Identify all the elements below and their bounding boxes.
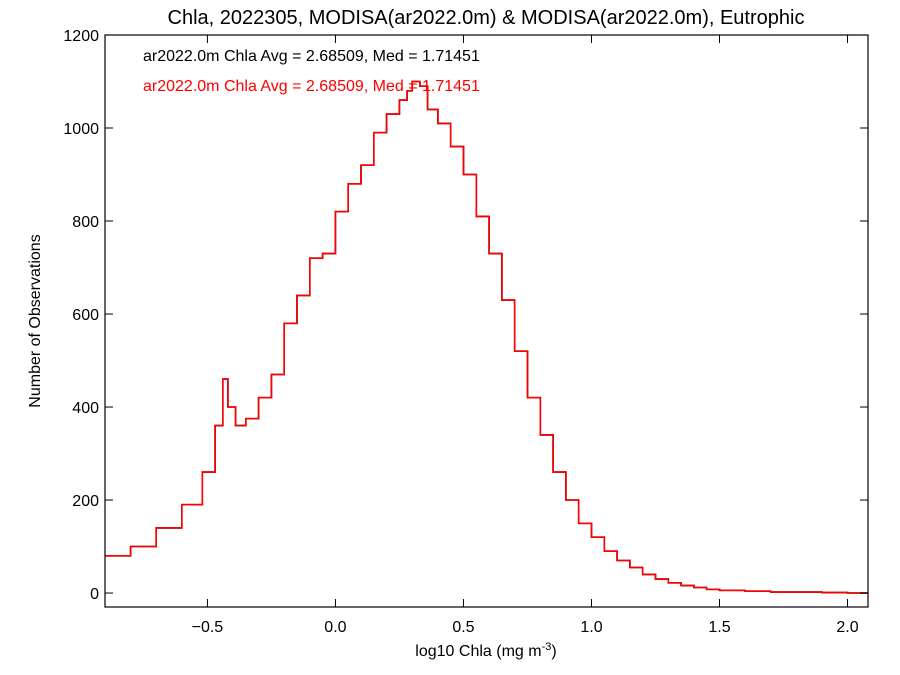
plot-frame <box>104 34 869 608</box>
chart-title: Chla, 2022305, MODISA(ar2022.0m) & MODIS… <box>168 7 805 29</box>
y-tick-label: 600 <box>72 307 99 324</box>
y-tick-label: 400 <box>72 400 99 417</box>
y-tick-label: 1200 <box>63 28 99 45</box>
x-tick-label: 0.5 <box>452 619 474 636</box>
x-tick-label: 1.5 <box>708 619 730 636</box>
y-tick-label: 0 <box>90 586 99 603</box>
x-axis-label-close: ) <box>551 643 556 660</box>
y-tick-label: 1000 <box>63 121 99 138</box>
y-tick-label: 200 <box>72 493 99 510</box>
x-tick-label: 1.0 <box>580 619 602 636</box>
x-tick-label: −0.5 <box>192 619 224 636</box>
x-axis-label: log10 Chla (mg m-3) <box>415 641 556 660</box>
series-line-0 <box>105 80 868 594</box>
x-tick-label: 2.0 <box>836 619 858 636</box>
x-axis-label-main: log10 Chla (mg m <box>415 643 541 660</box>
series-line-1 <box>105 80 868 594</box>
y-tick-label: 800 <box>72 214 99 231</box>
annotation-red: ar2022.0m Chla Avg = 2.68509, Med = 1.71… <box>143 78 480 95</box>
y-axis-label: Number of Observations <box>27 234 44 407</box>
y-axis: 0 200 400 600 800 1000 1200 <box>63 28 868 603</box>
x-axis-label-superscript: -3 <box>542 641 552 653</box>
annotation-black: ar2022.0m Chla Avg = 2.68509, Med = 1.71… <box>143 48 480 65</box>
series-layer <box>105 80 868 594</box>
x-axis: −0.5 0.0 0.5 1.0 1.5 2.0 <box>192 35 859 636</box>
x-tick-label: 0.0 <box>324 619 346 636</box>
